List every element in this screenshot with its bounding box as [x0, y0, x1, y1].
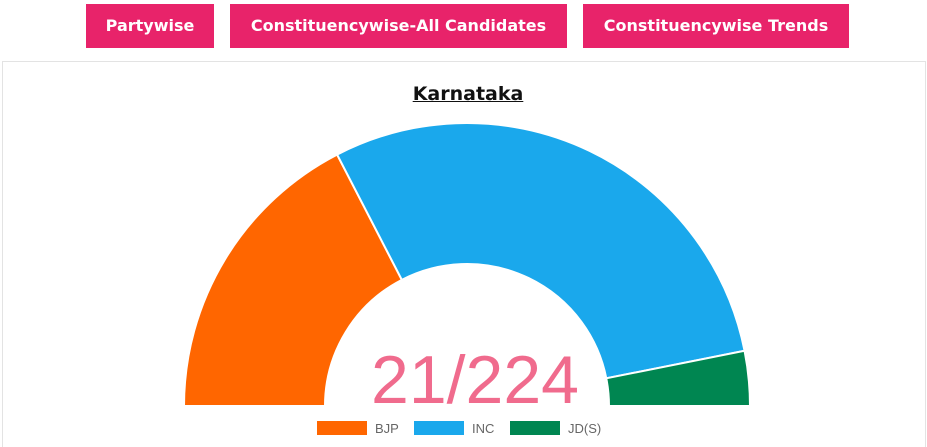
- seat-count-label: 21/224: [371, 342, 579, 418]
- chart-slices: [182, 122, 752, 407]
- chart-title: Karnataka: [412, 83, 524, 105]
- legend-swatch-jds[interactable]: [510, 421, 560, 435]
- legend-swatch-bjp[interactable]: [317, 421, 367, 435]
- chart-legend: BJP INC JD(S): [317, 421, 601, 436]
- legend-label-bjp[interactable]: BJP: [375, 421, 399, 436]
- slice-inc[interactable]: [335, 122, 746, 380]
- tab-constituencywise-trends[interactable]: Constituencywise Trends: [583, 4, 849, 48]
- chart-panel: [2, 61, 926, 447]
- legend-label-jds[interactable]: JD(S): [568, 421, 601, 436]
- tab-partywise[interactable]: Partywise: [86, 4, 214, 48]
- tab-constituencywise-all-candidates[interactable]: Constituencywise-All Candidates: [230, 4, 567, 48]
- slice-jds[interactable]: [605, 349, 752, 407]
- tab-bar: Partywise Constituencywise-All Candidate…: [0, 4, 927, 48]
- legend-swatch-inc[interactable]: [414, 421, 464, 435]
- legend-label-inc[interactable]: INC: [472, 421, 494, 436]
- slice-bjp[interactable]: [182, 153, 404, 407]
